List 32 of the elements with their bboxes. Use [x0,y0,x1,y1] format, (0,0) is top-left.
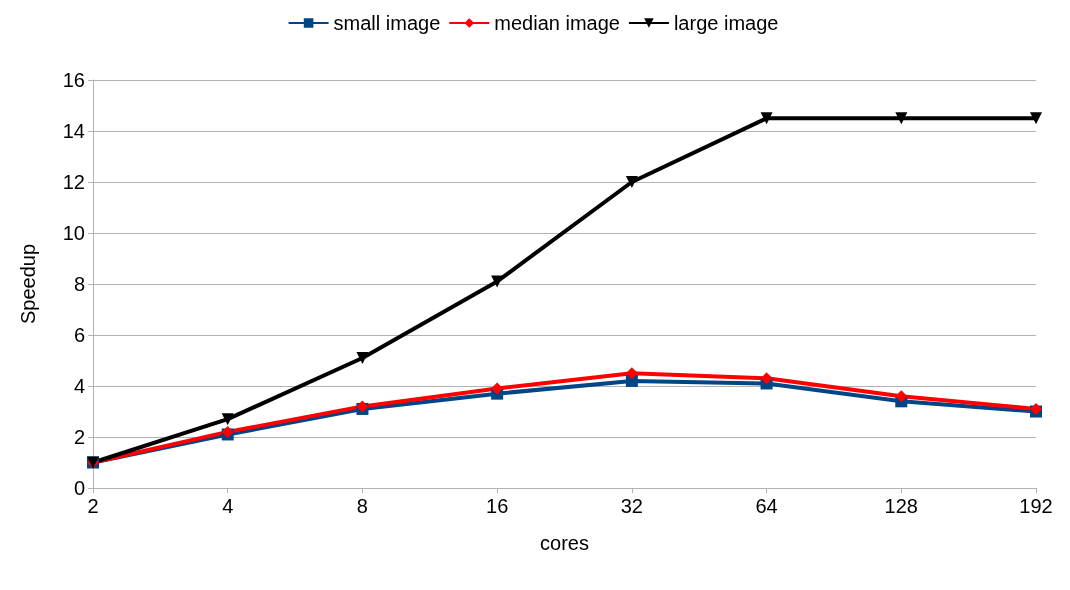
legend-label: small image [333,12,441,34]
y-tick-label: 10 [62,222,85,244]
x-tick-label: 192 [1019,495,1053,517]
point [895,112,908,125]
legend-label: median image [494,12,620,34]
x-tick-label: 64 [755,495,778,517]
point [895,390,908,403]
point [221,413,234,426]
x-tick-label: 128 [884,495,918,517]
y-tick-label: 0 [73,477,85,499]
y-tick-label: 16 [62,69,85,91]
x-tick-label: 8 [356,495,368,517]
y-tick-label: 6 [73,324,85,346]
x-tick-label: 4 [222,495,234,517]
point [625,176,638,188]
y-axis-title: Speedup [17,243,39,325]
x-tick-label: 16 [486,495,509,517]
y-tick-label: 14 [62,120,85,142]
point [1030,112,1042,125]
point [491,382,504,395]
x-tick-label: 2 [87,495,99,517]
point [760,372,773,385]
legend-label: large image [673,12,779,34]
y-tick-label: 4 [73,375,85,397]
y-tick-label: 12 [62,171,85,193]
point [491,275,504,288]
point [760,112,773,125]
y-tick-label: 8 [73,273,85,295]
x-axis-title: cores [540,532,589,554]
x-tick-label: 32 [620,495,643,517]
y-tick-label: 2 [73,426,85,448]
point [356,351,369,364]
